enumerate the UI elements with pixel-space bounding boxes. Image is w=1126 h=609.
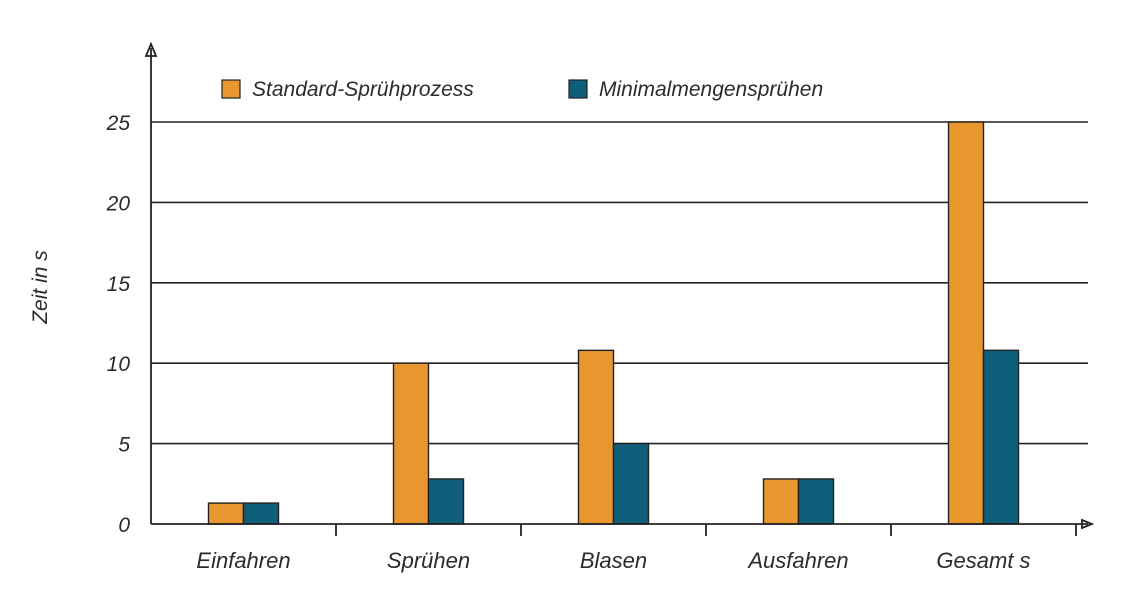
bar-standard bbox=[577, 349, 615, 525]
category-label: Einfahren bbox=[196, 548, 290, 573]
y-tick-label: 20 bbox=[106, 192, 131, 215]
category-label: Sprühen bbox=[387, 548, 470, 573]
bar-minimal bbox=[612, 442, 650, 525]
legend: Standard-Sprühprozess Minimalmengensprühe… bbox=[221, 78, 823, 101]
gridlines bbox=[151, 121, 1088, 445]
bar-minimal bbox=[797, 478, 835, 525]
y-tick-label: 10 bbox=[107, 353, 131, 376]
y-tick-labels: 0 5 10 15 20 25 bbox=[106, 112, 131, 537]
axes bbox=[144, 41, 1095, 530]
y-tick-label: 0 bbox=[118, 514, 130, 537]
bar-minimal bbox=[242, 502, 280, 525]
category-label: Blasen bbox=[580, 548, 647, 573]
y-axis-arrow-icon bbox=[144, 41, 158, 57]
y-axis-label: Zeit in s bbox=[29, 250, 52, 325]
bar-minimal bbox=[427, 478, 465, 525]
legend-swatch bbox=[568, 79, 588, 99]
bar-standard bbox=[392, 362, 430, 525]
y-tick-label: 25 bbox=[106, 112, 131, 135]
legend-swatch bbox=[221, 79, 241, 99]
y-tick-label: 15 bbox=[107, 273, 131, 296]
bars bbox=[207, 121, 1020, 525]
x-axis-arrow-icon bbox=[1081, 518, 1095, 530]
x-category-labels: Einfahren Sprühen Blasen Ausfahren Gesamt s bbox=[196, 548, 1030, 573]
legend-label: Minimalmengensprühen bbox=[599, 78, 823, 101]
bar-standard bbox=[762, 478, 800, 525]
category-label: Ausfahren bbox=[746, 548, 848, 573]
legend-label: Standard-Sprühprozess bbox=[252, 78, 474, 101]
bar-standard bbox=[947, 121, 985, 525]
y-tick-label: 5 bbox=[118, 434, 130, 457]
bar-standard bbox=[207, 502, 245, 525]
category-label: Gesamt s bbox=[936, 548, 1030, 573]
x-category-ticks bbox=[335, 524, 1077, 536]
bar-minimal bbox=[982, 349, 1020, 525]
